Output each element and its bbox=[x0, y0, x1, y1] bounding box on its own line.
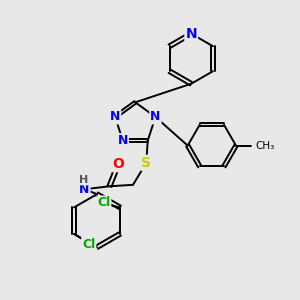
Text: N: N bbox=[185, 27, 197, 41]
Text: Cl: Cl bbox=[82, 238, 95, 251]
Text: H: H bbox=[79, 175, 88, 185]
Text: N: N bbox=[118, 134, 128, 147]
Text: N: N bbox=[79, 183, 90, 196]
Text: S: S bbox=[141, 156, 151, 170]
Text: CH₃: CH₃ bbox=[256, 141, 275, 151]
Text: O: O bbox=[112, 157, 124, 171]
Text: Cl: Cl bbox=[97, 196, 110, 209]
Text: N: N bbox=[150, 110, 161, 123]
Text: N: N bbox=[110, 110, 120, 123]
